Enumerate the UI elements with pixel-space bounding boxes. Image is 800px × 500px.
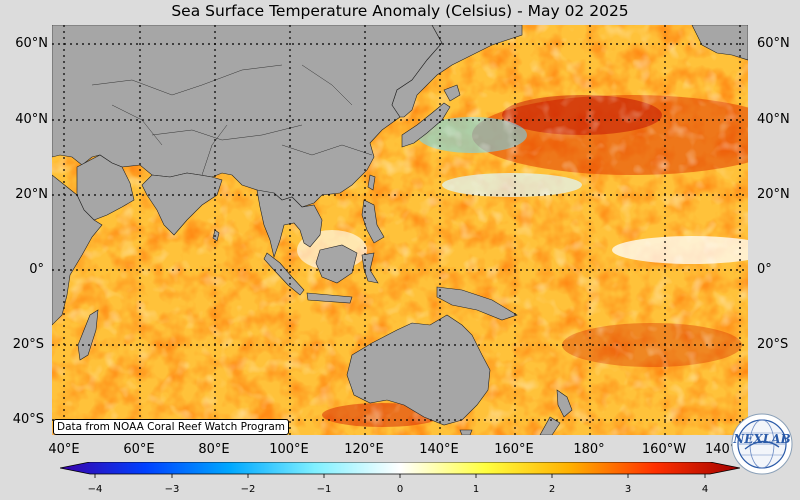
borneo: [315, 244, 358, 284]
lat-label-60n-right: 60°N: [757, 36, 790, 51]
lon-label-60e: 60°E: [123, 442, 155, 457]
lat-label-0-right: 0°: [757, 262, 772, 277]
lat-label-40s-left: 40°S: [12, 412, 44, 427]
lon-label-120e: 120°E: [344, 442, 384, 457]
colorbar-ticks: [94, 474, 706, 478]
logo-text: NEXLAB: [733, 432, 791, 446]
colorbar-tick-label: −2: [240, 484, 256, 495]
new-zealand-north: [556, 389, 573, 418]
philippines: [361, 199, 385, 244]
lon-label-100e: 100°E: [269, 442, 309, 457]
graticule: [52, 25, 748, 435]
new-zealand-south: [539, 416, 561, 435]
colorbar-tick-label: 2: [548, 484, 556, 495]
colorbar-tick-label: −1: [316, 484, 332, 495]
map-title: Sea Surface Temperature Anomaly (Celsius…: [171, 2, 629, 20]
lat-label-40n-right: 40°N: [757, 112, 790, 127]
colorbar-gradient: [59, 461, 741, 478]
colorbar-bar: [59, 461, 741, 475]
colorbar: −4 −3 −2 −1 0 1 2 3 4: [59, 461, 741, 498]
colorbar-tick-label: 3: [624, 484, 632, 495]
indian-subcontinent: [141, 172, 223, 236]
hokkaido: [443, 84, 461, 102]
colorbar-tick-label: −4: [87, 484, 103, 495]
lat-label-60n-left: 60°N: [15, 36, 48, 51]
madagascar: [77, 309, 99, 361]
lon-label-160e: 160°E: [494, 442, 534, 457]
lat-label-40n-left: 40°N: [15, 112, 48, 127]
lat-label-20s-right: 20°S: [757, 337, 789, 352]
new-guinea: [436, 286, 518, 321]
sulawesi: [361, 252, 379, 284]
lat-label-20n-left: 20°N: [15, 187, 48, 202]
lon-label-160w: 160°W: [641, 442, 687, 457]
lat-label-20s-left: 20°S: [12, 337, 44, 352]
sri-lanka: [212, 229, 220, 242]
sumatra: [263, 252, 305, 296]
taiwan: [367, 174, 376, 191]
lon-label-140e: 140°E: [419, 442, 459, 457]
australia: [346, 314, 491, 426]
northeast-asia-landmass: [391, 25, 523, 118]
colorbar-tick-label: 4: [701, 484, 709, 495]
map-canvas: [52, 25, 748, 435]
logo-globe-icon: [731, 413, 793, 475]
tasmania: [459, 429, 473, 435]
sst-anomaly-map: [52, 25, 748, 435]
colorbar-tick-label: −3: [164, 484, 180, 495]
lat-label-20n-right: 20°N: [757, 187, 790, 202]
colorbar-tick-label: 1: [472, 484, 480, 495]
lat-label-0-left: 0°: [29, 262, 44, 277]
java: [306, 292, 353, 304]
data-credit: Data from NOAA Coral Reef Watch Program: [53, 419, 289, 435]
lon-label-40e: 40°E: [48, 442, 80, 457]
colorbar-tick-label: 0: [396, 484, 404, 495]
lon-label-80e: 80°E: [198, 442, 230, 457]
japan: [401, 102, 451, 148]
nexlab-globe-logo: NEXLAB: [731, 413, 793, 475]
lon-label-180: 180°: [573, 442, 605, 457]
north-america-coast: [691, 25, 748, 61]
